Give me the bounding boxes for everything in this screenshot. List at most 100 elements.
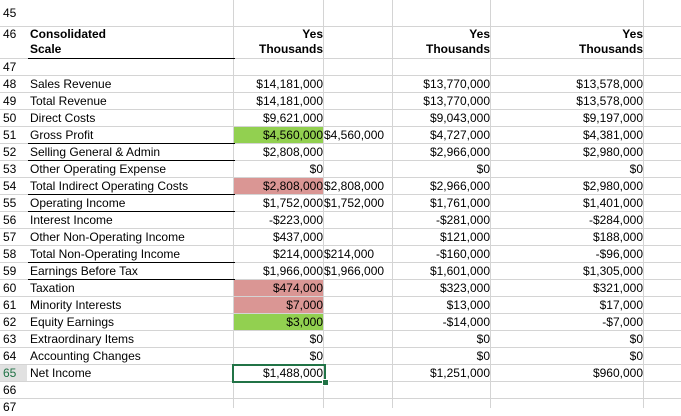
row-number[interactable]: 62 xyxy=(0,314,27,330)
row-label-cell[interactable]: Total Indirect Operating Costs xyxy=(28,178,235,195)
value-cell-col2[interactable] xyxy=(324,348,392,364)
value-cell-col2[interactable]: $1,966,000 xyxy=(324,264,385,278)
value-cell-col2[interactable] xyxy=(324,314,392,330)
value-cell-col3[interactable]: $1,601,000 xyxy=(429,264,490,278)
active-cell-selection[interactable] xyxy=(232,364,326,383)
value-cell-col2[interactable] xyxy=(324,297,392,313)
value-cell-col3[interactable]: $4,727,000 xyxy=(429,128,490,142)
row-number[interactable]: 58 xyxy=(0,246,27,262)
value-cell-col4[interactable]: $1,305,000 xyxy=(582,264,643,278)
row-number[interactable]: 65 xyxy=(0,365,27,381)
value-cell-col4[interactable]: $17,000 xyxy=(599,298,643,312)
row-label-cell[interactable]: Equity Earnings xyxy=(30,315,115,329)
value-cell-col2[interactable] xyxy=(324,110,392,126)
value-cell-col3[interactable]: $0 xyxy=(476,349,490,363)
value-cell-col2[interactable] xyxy=(324,212,392,228)
value-cell-col4[interactable]: $0 xyxy=(629,162,643,176)
row-label-cell[interactable]: Minority Interests xyxy=(30,298,122,312)
value-cell-col3[interactable]: $121,000 xyxy=(439,230,490,244)
row-number[interactable]: 49 xyxy=(0,93,27,109)
row-label-cell[interactable]: Selling General & Admin xyxy=(28,144,235,161)
row-label-cell[interactable]: Earnings Before Tax xyxy=(28,263,235,280)
row-number[interactable]: 59 xyxy=(0,263,27,279)
header-cell-col3[interactable]: Yes Thousands xyxy=(393,27,490,58)
row-label-cell[interactable]: Taxation xyxy=(30,281,75,295)
value-cell-col3[interactable]: $9,043,000 xyxy=(429,111,490,125)
value-cell-col4[interactable]: $188,000 xyxy=(592,230,643,244)
row-number[interactable]: 61 xyxy=(0,297,27,313)
value-cell-col1[interactable]: $0 xyxy=(309,349,323,363)
value-cell-col1[interactable]: $14,181,000 xyxy=(256,77,323,91)
row-label-cell[interactable]: Gross Profit xyxy=(28,127,235,144)
row-number[interactable]: 52 xyxy=(0,144,27,160)
row-number[interactable]: 45 xyxy=(0,0,27,26)
value-cell-col4[interactable]: $321,000 xyxy=(592,281,643,295)
row-number[interactable]: 47 xyxy=(0,59,27,75)
value-cell-col2[interactable]: $4,560,000 xyxy=(324,128,385,142)
value-cell-col2[interactable]: $214,000 xyxy=(324,247,375,261)
value-cell-col1[interactable]: $474,000 xyxy=(234,280,323,296)
value-cell-col1[interactable]: $14,181,000 xyxy=(256,94,323,108)
value-cell-col3[interactable]: $1,251,000 xyxy=(429,366,490,380)
row-label-cell[interactable]: Extraordinary Items xyxy=(30,332,135,346)
row-label-cell[interactable]: Net Income xyxy=(30,366,92,380)
header-cell-col4[interactable]: Yes Thousands xyxy=(491,27,643,58)
value-cell-col1[interactable]: $3,000 xyxy=(234,314,323,330)
value-cell-col2[interactable] xyxy=(324,365,392,381)
value-cell-col3[interactable]: $13,770,000 xyxy=(423,94,490,108)
row-label-cell[interactable]: Other Non-Operating Income xyxy=(30,230,185,244)
value-cell-col4[interactable]: $0 xyxy=(629,332,643,346)
value-cell-col3[interactable]: $323,000 xyxy=(439,281,490,295)
row-number[interactable]: 53 xyxy=(0,161,27,177)
value-cell-col1[interactable]: $214,000 xyxy=(272,247,323,261)
value-cell-col1[interactable]: $1,488,000 xyxy=(262,366,323,380)
value-cell-col2[interactable] xyxy=(324,76,392,92)
value-cell-col1[interactable]: $4,560,000 xyxy=(234,127,323,143)
value-cell-col4[interactable]: $13,578,000 xyxy=(576,94,643,108)
header-cell-col1[interactable]: Yes Thousands xyxy=(234,27,323,58)
value-cell-col4[interactable]: -$284,000 xyxy=(588,213,643,227)
value-cell-col2[interactable] xyxy=(324,161,392,177)
value-cell-col1[interactable]: -$223,000 xyxy=(268,213,323,227)
value-cell-col1[interactable]: $0 xyxy=(309,162,323,176)
row-number[interactable]: 60 xyxy=(0,280,27,296)
value-cell-col4[interactable]: $13,578,000 xyxy=(576,77,643,91)
value-cell-col4[interactable]: $2,980,000 xyxy=(582,179,643,193)
value-cell-col4[interactable]: -$7,000 xyxy=(602,315,643,329)
value-cell-col3[interactable]: -$160,000 xyxy=(435,247,490,261)
row-number[interactable]: 46 xyxy=(0,27,27,58)
row-number[interactable]: 55 xyxy=(0,195,27,211)
row-number[interactable]: 64 xyxy=(0,348,27,364)
value-cell-col3[interactable]: -$14,000 xyxy=(442,315,490,329)
value-cell-col2[interactable] xyxy=(324,229,392,245)
value-cell-col4[interactable]: -$96,000 xyxy=(595,247,643,261)
row-number[interactable]: 66 xyxy=(0,382,27,398)
value-cell-col4[interactable]: $9,197,000 xyxy=(582,111,643,125)
value-cell-col2[interactable]: $2,808,000 xyxy=(324,179,385,193)
header-label-cell[interactable]: Consolidated Scale xyxy=(28,27,235,59)
value-cell-col2[interactable]: $1,752,000 xyxy=(324,196,385,210)
value-cell-col3[interactable]: $2,966,000 xyxy=(429,145,490,159)
value-cell-col3[interactable]: $13,000 xyxy=(446,298,490,312)
value-cell-col1[interactable]: $2,808,000 xyxy=(262,145,323,159)
row-label-cell[interactable]: Total Revenue xyxy=(30,94,107,108)
value-cell-col2[interactable] xyxy=(324,93,392,109)
value-cell-col3[interactable]: $0 xyxy=(476,162,490,176)
row-label-cell[interactable]: Operating Income xyxy=(28,195,235,212)
row-label-cell[interactable]: Other Operating Expense xyxy=(30,162,167,176)
row-label-cell[interactable]: Total Non-Operating Income xyxy=(28,246,235,263)
row-number[interactable]: 51 xyxy=(0,127,27,143)
row-label-cell[interactable]: Direct Costs xyxy=(30,111,96,125)
value-cell-col1[interactable]: $2,808,000 xyxy=(234,178,323,194)
row-number[interactable]: 56 xyxy=(0,212,27,228)
value-cell-col4[interactable]: $2,980,000 xyxy=(582,145,643,159)
value-cell-col1[interactable]: $1,966,000 xyxy=(262,264,323,278)
value-cell-col1[interactable]: $0 xyxy=(309,332,323,346)
value-cell-col4[interactable]: $4,381,000 xyxy=(582,128,643,142)
row-label-cell[interactable]: Sales Revenue xyxy=(30,77,112,91)
value-cell-col4[interactable]: $0 xyxy=(629,349,643,363)
value-cell-col1[interactable]: $9,621,000 xyxy=(262,111,323,125)
row-number[interactable]: 63 xyxy=(0,331,27,347)
value-cell-col4[interactable]: $1,401,000 xyxy=(582,196,643,210)
row-number[interactable]: 54 xyxy=(0,178,27,194)
